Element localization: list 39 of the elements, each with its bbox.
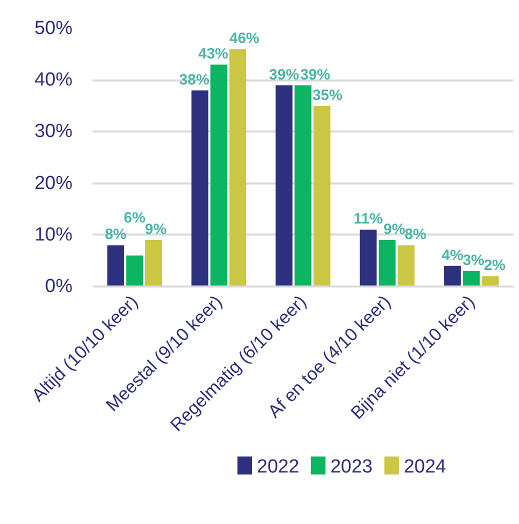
data-label: 39% [300,66,330,84]
bar [191,90,208,286]
bar [145,240,162,286]
data-label: 3% [462,252,484,270]
bar [444,266,461,286]
y-tick-label: 0% [45,276,73,297]
data-label: 39% [269,66,300,84]
bar [126,256,144,286]
y-tick-label: 40% [34,70,73,91]
bar [462,271,480,286]
y-tick-label: 20% [34,172,73,194]
y-tick-label: 50% [34,18,73,39]
bar [398,245,415,286]
bar [229,49,246,286]
bar [107,245,124,286]
data-label: 46% [229,30,260,48]
data-label: 8% [404,226,426,244]
data-label: 4% [442,246,464,264]
bar [360,230,377,286]
data-label: 9% [384,221,406,238]
legend-label: 2024 [404,456,447,478]
bar [314,106,330,286]
data-label: 2% [484,257,506,274]
data-label: 11% [354,210,383,228]
bar [294,85,312,286]
data-label: 43% [198,46,228,63]
data-label: 38% [179,71,210,88]
data-label: 9% [144,221,167,238]
bar [210,64,228,286]
y-tick-label: 10% [34,224,73,246]
legend-label: 2022 [256,456,300,478]
bar [276,85,292,286]
legend-label: 2023 [330,456,373,478]
bar [482,276,499,286]
y-tick-label: 30% [34,121,73,142]
data-label: 8% [104,226,127,244]
data-label: 6% [124,210,146,227]
bar [378,240,396,286]
data-label: 35% [312,86,343,104]
